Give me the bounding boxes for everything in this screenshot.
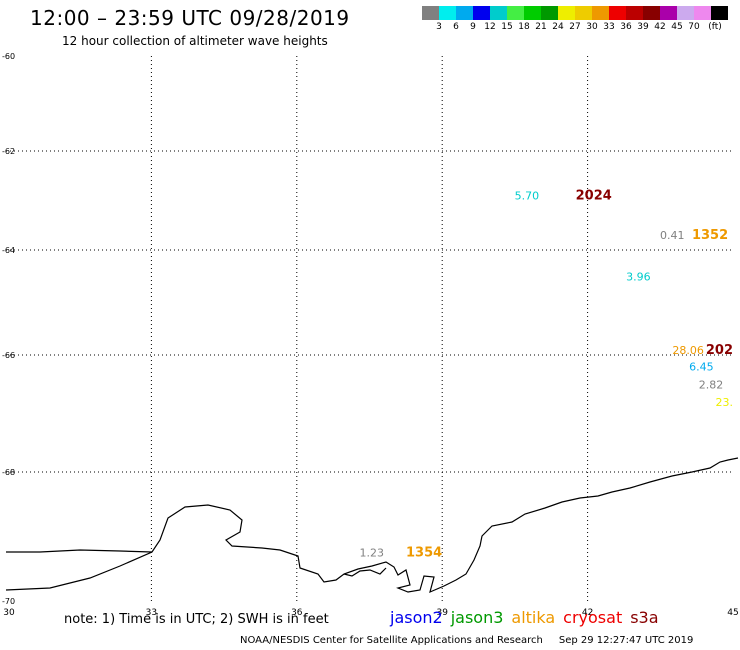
legend-swatch — [490, 6, 507, 20]
legend-label: 36 — [620, 22, 632, 32]
satellite-name: s3a — [630, 608, 659, 627]
y-tick-label: -66 — [2, 351, 15, 360]
x-tick-label: 30 — [3, 608, 15, 618]
legend-label: 45 — [671, 22, 683, 32]
x-tick-label: 45 — [727, 608, 738, 618]
x-tick-label: 42 — [582, 608, 593, 618]
x-tick-label: 33 — [146, 608, 157, 618]
y-tick-label: -62 — [2, 147, 15, 156]
legend-swatch — [439, 6, 456, 20]
satellite-legend: jason2 jason3 altika cryosat s3a — [390, 608, 667, 627]
map-title: 12:00 – 23:59 UTC 09/28/2019 — [30, 6, 350, 30]
legend-label: 6 — [453, 22, 459, 32]
wave-height-label: 2024 — [576, 189, 612, 204]
wave-height-label: 28.06 — [672, 344, 704, 357]
legend-swatch — [643, 6, 660, 20]
satellite-name: cryosat — [563, 608, 623, 627]
legend-swatch — [575, 6, 592, 20]
y-tick-labels: -60 -62 -64 -66 -68 -70 — [2, 52, 15, 606]
legend-swatch — [677, 6, 694, 20]
legend-swatch — [524, 6, 541, 20]
legend-swatch — [507, 6, 524, 20]
x-tick-label: 39 — [436, 608, 448, 618]
observation-labels: 5.70 2024 0.41 1352 3.96 28.06 202 6.45 2.82 23. 1… — [360, 189, 733, 561]
legend-label: 24 — [552, 22, 564, 32]
x-tick-labels: 30 33 36 39 42 45 — [3, 608, 738, 618]
wave-height-label: 1354 — [406, 546, 442, 561]
satellite-name: altika — [511, 608, 556, 627]
satellite-name: jason3 — [450, 608, 504, 627]
legend-swatch — [660, 6, 677, 20]
legend-swatch — [422, 6, 439, 20]
y-tick-label: -70 — [2, 597, 15, 606]
legend-label: 12 — [484, 22, 496, 32]
wave-height-label: 6.45 — [689, 361, 714, 374]
y-tick-label: -64 — [2, 246, 15, 255]
legend-label: 42 — [654, 22, 666, 32]
wave-height-label: 1.23 — [360, 547, 385, 560]
wave-height-label: 202 — [706, 343, 733, 358]
legend-label: 27 — [569, 22, 581, 32]
y-tick-label: -68 — [2, 468, 15, 477]
legend-labels: 3 6 9 12 15 18 21 24 27 30 33 36 39 42 45 70 (ft) — [422, 22, 740, 34]
coastline-inlet — [343, 567, 387, 577]
legend-swatch — [609, 6, 626, 20]
note-text: note: 1) Time is in UTC; 2) SWH is in fe… — [64, 612, 329, 627]
wave-height-label: 0.41 — [660, 229, 685, 242]
satellite-name: jason2 — [390, 608, 443, 627]
legend-label: 30 — [586, 22, 598, 32]
legend-label: 3 — [436, 22, 442, 32]
timestamp-text: Sep 29 12:27:47 UTC 2019 — [558, 635, 694, 646]
wave-height-label: 23. — [716, 396, 734, 409]
legend-label: 18 — [518, 22, 530, 32]
legend-label: 33 — [603, 22, 615, 32]
footer: NOAA/NESDIS Center for Satellite Applica… — [240, 635, 693, 646]
x-tick-label: 36 — [291, 608, 303, 618]
legend-label: 15 — [501, 22, 513, 32]
wave-height-label: 1352 — [692, 228, 728, 243]
legend-swatch — [626, 6, 643, 20]
legend-swatch — [456, 6, 473, 20]
wave-height-label: 2.82 — [699, 378, 724, 391]
grid-lines — [6, 56, 733, 602]
coastline-west-branch — [6, 549, 153, 553]
wave-height-label: 3.96 — [626, 270, 651, 283]
legend-label: 9 — [470, 22, 476, 32]
color-legend — [422, 6, 728, 20]
antarctic-coastline — [5, 457, 739, 594]
legend-swatch — [711, 6, 728, 20]
legend-unit: (ft) — [708, 22, 722, 32]
legend-swatch — [694, 6, 711, 20]
legend-label: 39 — [637, 22, 649, 32]
legend-swatch — [592, 6, 609, 20]
legend-label: 70 — [688, 22, 700, 32]
legend-swatch — [558, 6, 575, 20]
legend-swatch — [473, 6, 490, 20]
legend-swatch — [541, 6, 558, 20]
legend-label: 21 — [535, 22, 547, 32]
wave-height-label: 5.70 — [515, 190, 540, 203]
credit-text: NOAA/NESDIS Center for Satellite Applica… — [240, 635, 543, 646]
map-subtitle: 12 hour collection of altimeter wave hei… — [62, 34, 328, 48]
y-tick-label: -60 — [2, 52, 15, 61]
